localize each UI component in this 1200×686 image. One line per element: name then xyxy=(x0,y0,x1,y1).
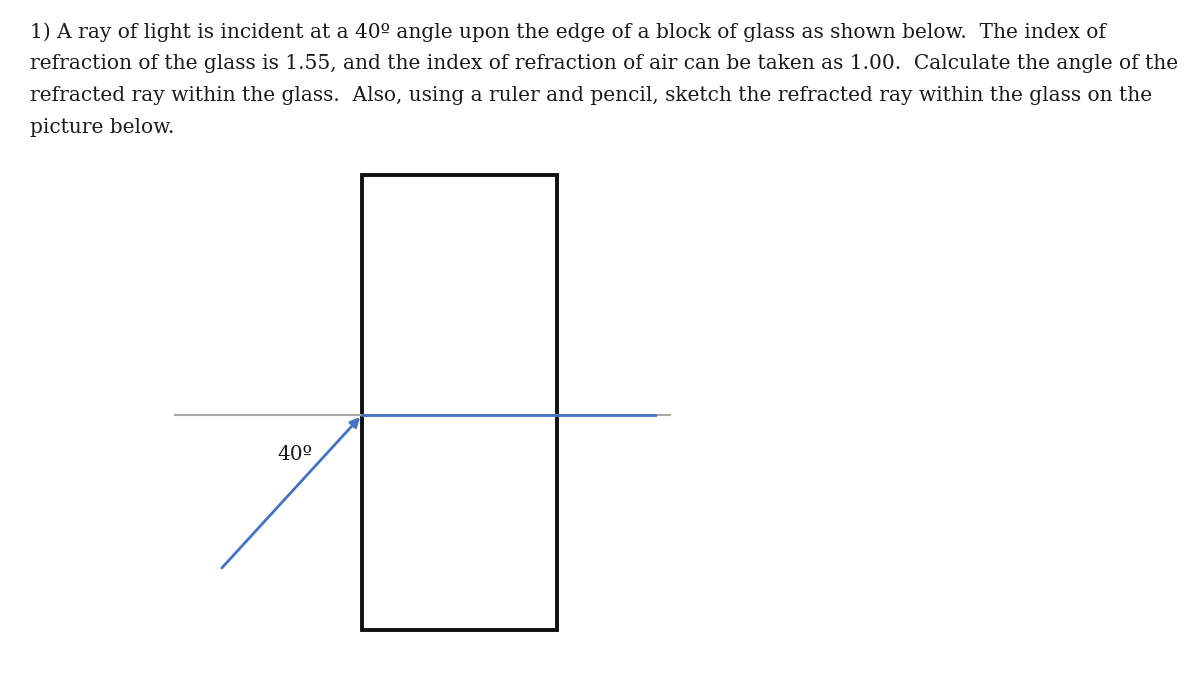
Text: 40º: 40º xyxy=(277,445,312,464)
Text: picture below.: picture below. xyxy=(30,118,174,137)
Bar xyxy=(362,175,557,630)
Text: refraction of the glass is 1.55, and the index of refraction of air can be taken: refraction of the glass is 1.55, and the… xyxy=(30,54,1178,73)
Text: refracted ray within the glass.  Also, using a ruler and pencil, sketch the refr: refracted ray within the glass. Also, us… xyxy=(30,86,1152,105)
Text: 1) A ray of light is incident at a 40º angle upon the edge of a block of glass a: 1) A ray of light is incident at a 40º a… xyxy=(30,22,1106,42)
